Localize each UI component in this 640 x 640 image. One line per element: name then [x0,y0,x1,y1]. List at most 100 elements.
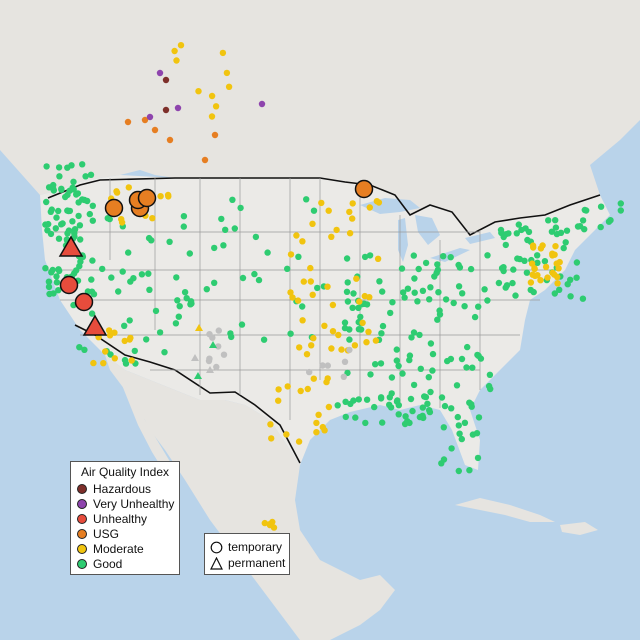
good-sensor [552,217,559,224]
very-unhealthy-sensor [258,100,266,108]
moderate-sensor [307,264,314,272]
good-sensor [372,361,379,368]
permanent-good-sensor [209,341,217,348]
moderate-sensor [223,69,231,77]
good-sensor [534,259,541,266]
good-sensor [88,276,95,283]
moderate-sensor [284,383,291,390]
good-sensor [440,424,447,431]
moderate-sensor [126,336,133,343]
moderate-sensor [528,260,536,267]
moderate-sensor [552,243,559,250]
good-sensor [86,210,94,218]
good-sensor [426,407,433,414]
good-sensor [455,283,463,290]
good-sensor [295,253,302,260]
good-sensor [427,284,434,291]
good-sensor [231,225,238,232]
hazardous-sensor [162,106,170,114]
good-sensor [77,236,84,243]
good-sensor [455,422,462,429]
sensor-type-legend: temporary permanent [204,533,290,575]
moderate-sensor [553,260,560,267]
moderate-sensor [303,351,311,358]
triangle-icon [210,556,223,570]
moderate-sensor [372,337,380,344]
good-sensor [52,225,59,232]
good-sensor [287,330,294,337]
good-sensor [617,200,624,207]
good-sensor [484,252,491,259]
good-sensor [398,265,406,272]
moderate-sensor [270,524,278,531]
moderate-sensor [325,403,333,411]
good-sensor [518,226,525,234]
good-sensor [419,287,427,294]
moderate-sensor [111,355,119,362]
moderate-sensor [310,375,317,382]
moderate-sensor [111,329,118,336]
good-sensor [366,252,374,259]
good-sensor [355,326,363,333]
moderate-sensor [289,294,296,301]
good-sensor [564,281,571,288]
moderate-sensor [294,297,302,304]
moderate-sensor [346,208,353,216]
good-sensor [415,265,422,273]
moderate-sensor [542,263,550,271]
good-sensor [416,413,424,421]
good-sensor [76,344,83,351]
good-sensor [252,233,260,241]
good-sensor [87,171,95,178]
good-sensor [387,404,395,411]
hazardous-sensor [162,76,170,84]
moderate-sensor [296,344,303,351]
moderate-sensor [363,339,370,346]
usg-sensor [124,118,132,126]
good-sensor [425,374,432,381]
good-sensor [44,227,51,234]
good-sensor [464,343,471,351]
good-sensor [474,351,481,359]
temporary-usg-sensor [137,188,157,208]
good-sensor [43,163,50,170]
good-sensor [81,346,88,353]
good-sensor [389,299,396,306]
good-sensor [260,336,268,343]
good-sensor [419,404,426,411]
very-unhealthy-sensor [156,69,164,77]
hazardous-swatch [77,484,87,494]
good-sensor [497,226,505,234]
good-sensor [115,288,122,295]
good-sensor [50,181,57,189]
moderate-sensor [208,113,216,120]
good-sensor [458,355,466,363]
moderate-sensor [308,342,315,349]
good-sensor [166,238,173,245]
good-sensor [55,235,63,242]
good-sensor [433,269,440,277]
good-sensor [125,249,132,256]
unknown-sensor [215,327,222,334]
good-sensor [408,334,415,341]
good-sensor [576,223,584,230]
national-border [47,177,601,464]
good-sensor [560,244,567,252]
good-sensor [474,454,482,462]
good-sensor [475,414,483,421]
very-unhealthy-swatch [77,499,87,509]
good-sensor [361,253,369,261]
moderate-sensor [324,375,331,382]
good-sensor [521,257,528,264]
good-sensor [218,215,225,223]
good-sensor [388,374,396,381]
good-sensor [299,303,306,310]
moderate-sensor [195,88,202,95]
moderate-sensor [208,92,216,100]
unknown-sensor [341,358,349,365]
temporary-unhealthy-sensor [74,292,94,312]
moderate-sensor [356,298,363,305]
good-sensor [239,274,247,282]
